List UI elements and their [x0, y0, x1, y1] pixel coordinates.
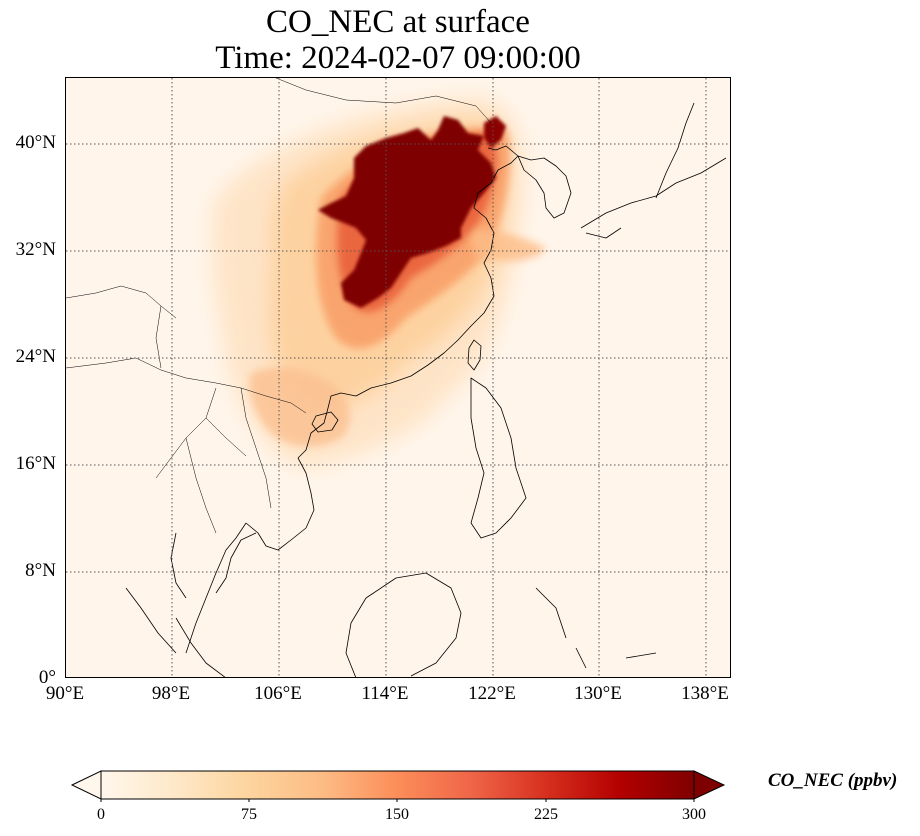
lat-tick-label: 40°N — [15, 132, 56, 153]
lon-tick-label: 114°E — [361, 683, 409, 704]
borneo — [345, 572, 462, 677]
plume-core-northeast — [484, 116, 506, 148]
colorbar-tick-label: 75 — [241, 806, 257, 823]
colorbar — [70, 770, 726, 802]
indochina-coast — [185, 457, 315, 654]
lat-tick-label: 32°N — [15, 239, 56, 260]
philippines — [470, 377, 527, 539]
hainan-island — [311, 411, 339, 433]
plume-core — [318, 116, 496, 308]
lat-tick-label: 16°N — [15, 453, 56, 474]
lon-tick-label: 106°E — [254, 683, 302, 704]
coastlines — [125, 102, 727, 677]
indonesia-east — [535, 587, 657, 669]
korea-peninsula — [517, 155, 572, 219]
concentration-field — [211, 98, 546, 468]
plume-south-coast — [249, 367, 350, 447]
japan-islands — [580, 102, 727, 239]
colorbar-tick-label: 300 — [682, 806, 706, 823]
lon-tick-label: 130°E — [574, 683, 622, 704]
sumatra-malaya — [125, 587, 226, 677]
map-panel — [65, 77, 731, 678]
lon-tick-label: 90°E — [45, 683, 85, 704]
lon-tick-label: 138°E — [681, 683, 729, 704]
lon-tick-label: 122°E — [468, 683, 516, 704]
taiwan-island — [467, 339, 482, 371]
colorbar-tick-label: 0 — [97, 806, 105, 823]
lat-tick-label: 0° — [38, 667, 56, 688]
gulf-of-thailand — [170, 532, 257, 599]
colorbar-max-extend — [693, 770, 726, 800]
colorbar-min-extend — [70, 770, 102, 800]
gridlines — [66, 78, 730, 677]
colorbar-gradient — [100, 770, 695, 800]
lon-tick-label: 98°E — [151, 683, 191, 704]
china-coastline — [297, 145, 519, 459]
colorbar-tick-label: 150 — [385, 806, 409, 823]
map-subtitle-time: Time: 2024-02-07 09:00:00 — [215, 40, 581, 76]
colorbar-tick-label: 225 — [534, 806, 558, 823]
colorbar-label: CO_NEC (ppbv) — [768, 770, 898, 791]
plume-east-arm — [466, 228, 546, 261]
map-canvas — [66, 78, 730, 677]
map-title: CO_NEC at surface — [266, 4, 530, 40]
lat-tick-label: 24°N — [15, 346, 56, 367]
lat-tick-label: 8°N — [25, 560, 56, 581]
